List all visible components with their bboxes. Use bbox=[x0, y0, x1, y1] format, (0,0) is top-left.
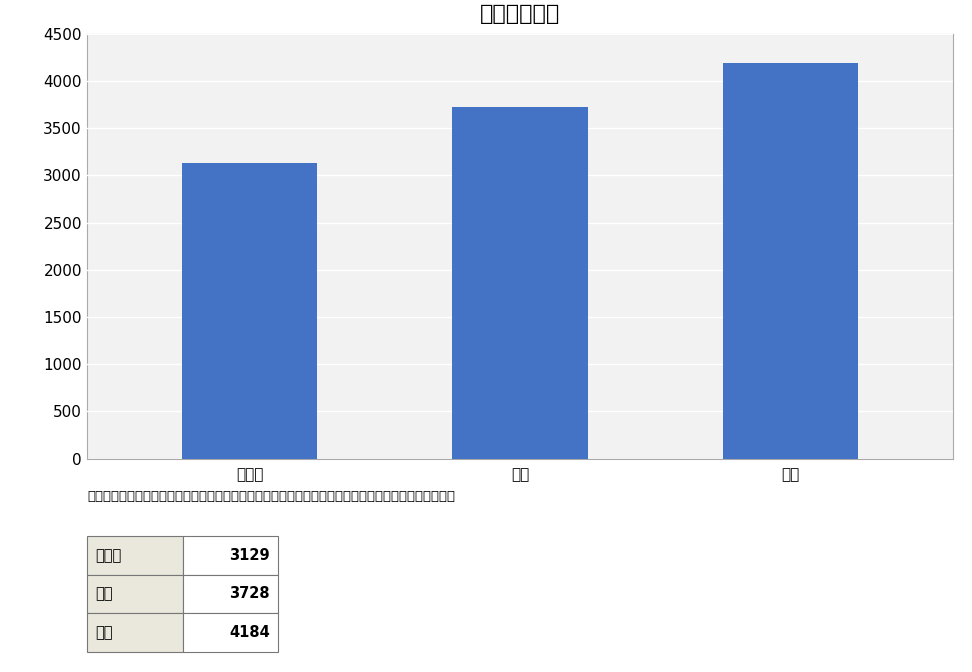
Text: 引用：総務省（都市階級・地方・都道府県庁所在市別１世帯当たり支出金額，購入数量及び平均価格）: 引用：総務省（都市階級・地方・都道府県庁所在市別１世帯当たり支出金額，購入数量及… bbox=[87, 489, 456, 503]
Bar bbox=[182, 163, 317, 458]
Bar bbox=[452, 107, 588, 458]
Bar bbox=[723, 63, 858, 458]
Title: 餓子支出金額: 餓子支出金額 bbox=[480, 4, 560, 24]
